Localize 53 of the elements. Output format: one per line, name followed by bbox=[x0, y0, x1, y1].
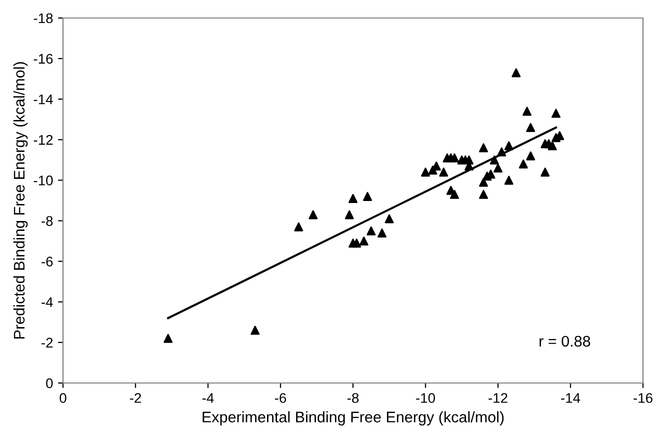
point bbox=[479, 190, 488, 199]
point bbox=[363, 192, 372, 201]
point bbox=[308, 210, 318, 220]
point bbox=[490, 155, 499, 164]
point bbox=[366, 226, 376, 236]
x-tick-label: -14 bbox=[561, 393, 580, 403]
point bbox=[421, 168, 430, 177]
point bbox=[344, 210, 354, 220]
point bbox=[512, 68, 521, 78]
point bbox=[378, 228, 386, 238]
point bbox=[526, 151, 536, 160]
x-tick-label: -8 bbox=[347, 393, 359, 403]
annotation: r = 0.88 bbox=[540, 336, 590, 347]
y-tick-label: 0 bbox=[46, 378, 53, 388]
point bbox=[548, 141, 557, 150]
point bbox=[497, 147, 506, 156]
y-tick-label: -2 bbox=[42, 338, 53, 348]
y-tick-label: -14 bbox=[34, 94, 53, 104]
y-axis-title: Predicted Binding Free Energy (kcal/mol) bbox=[13, 62, 28, 338]
point bbox=[352, 238, 362, 248]
y-tick-label: -18 bbox=[34, 13, 53, 24]
point bbox=[504, 176, 514, 185]
x-tick-label: -12 bbox=[488, 393, 508, 403]
x-tick-label: -4 bbox=[202, 393, 214, 403]
x-tick-label: -16 bbox=[634, 393, 652, 403]
y-tick-label: -4 bbox=[42, 297, 53, 307]
point bbox=[164, 334, 173, 343]
x-axis-title: Experimental Binding Free Energy (kcal/mol) bbox=[202, 411, 504, 426]
point bbox=[518, 160, 528, 168]
x-tick-label: 0 bbox=[60, 393, 66, 403]
y-tick-label: -12 bbox=[34, 135, 53, 145]
point bbox=[348, 194, 358, 203]
y-tick-label: -6 bbox=[42, 256, 53, 267]
x-tick-label: -10 bbox=[416, 393, 435, 403]
point bbox=[439, 168, 448, 177]
y-tick-label: -16 bbox=[34, 54, 53, 64]
point bbox=[479, 143, 488, 152]
x-tick-label: -6 bbox=[274, 393, 286, 403]
point bbox=[450, 190, 459, 199]
point bbox=[250, 326, 260, 335]
point bbox=[540, 168, 550, 177]
point bbox=[384, 214, 394, 224]
point bbox=[450, 153, 459, 162]
point bbox=[504, 141, 514, 150]
point bbox=[494, 164, 502, 173]
x-tick-label: -2 bbox=[130, 393, 141, 403]
point bbox=[294, 222, 304, 232]
point bbox=[522, 106, 532, 116]
point bbox=[552, 108, 560, 118]
y-tick-label: -10 bbox=[34, 176, 53, 186]
point bbox=[526, 123, 536, 132]
point bbox=[359, 236, 368, 246]
y-tick-label: -8 bbox=[42, 216, 53, 226]
